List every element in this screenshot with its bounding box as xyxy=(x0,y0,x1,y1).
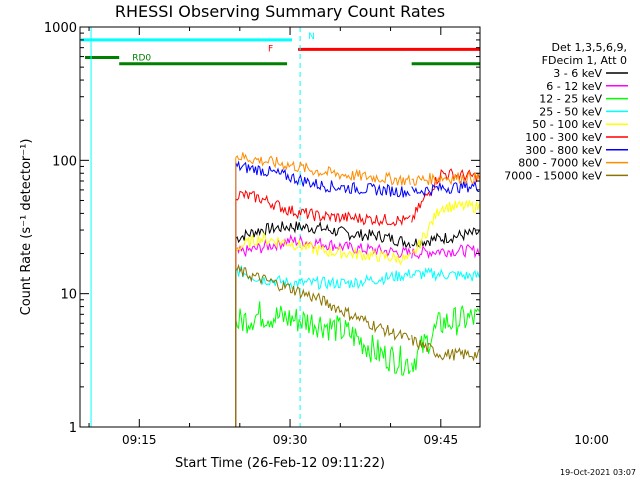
series-layer xyxy=(235,152,480,427)
series-line-1 xyxy=(235,233,411,259)
x-tick-label: 09:45 xyxy=(424,433,459,447)
legend-entry-label: 800 - 7000 keV xyxy=(518,157,602,170)
series-line-6 xyxy=(411,180,480,197)
series-line-4 xyxy=(411,199,480,256)
series-line-3 xyxy=(411,267,480,282)
series-line-2 xyxy=(235,301,411,376)
series-line-3 xyxy=(235,264,411,290)
y-tick-label: 1000 xyxy=(44,21,77,36)
series-line-5 xyxy=(235,189,411,227)
y-axis-label: Count Rate (s⁻¹ detector⁻¹) xyxy=(19,139,34,316)
legend: Det 1,3,5,6,9,FDecim 1, Att 03 - 6 keV6 … xyxy=(504,41,628,182)
series-line-5 xyxy=(411,168,480,223)
legend-entry-label: 12 - 25 keV xyxy=(539,93,602,106)
series-line-1 xyxy=(411,243,480,260)
series-line-7 xyxy=(235,152,411,186)
x-tick-label: 10:00 xyxy=(574,433,609,447)
flag-label: N xyxy=(308,32,315,42)
y-tick-label: 1 xyxy=(69,421,77,436)
legend-entry-label: 7000 - 15000 keV xyxy=(504,169,602,182)
series-line-8 xyxy=(411,335,480,362)
x-tick-label: 09:30 xyxy=(273,433,308,447)
y-tick-label: 100 xyxy=(52,154,77,169)
series-line-4 xyxy=(235,232,411,266)
plot-area: N F RD0 xyxy=(81,27,480,427)
y-tick-label: 10 xyxy=(60,288,77,303)
flag-label: F xyxy=(268,45,273,55)
series-line-2 xyxy=(411,305,480,373)
legend-entry-label: 25 - 50 keV xyxy=(539,105,602,118)
legend-entry-label: 50 - 100 keV xyxy=(532,118,602,131)
series-line-6 xyxy=(235,160,411,198)
legend-entry-label: 3 - 6 keV xyxy=(553,67,602,80)
chart-title: RHESSI Observing Summary Count Rates xyxy=(115,2,445,21)
legend-entry-label: 300 - 800 keV xyxy=(525,144,602,157)
series-line-7 xyxy=(411,170,480,186)
legend-header-line: Det 1,3,5,6,9, xyxy=(551,41,627,54)
x-axis-label: Start Time (26-Feb-12 09:11:22) xyxy=(175,456,385,471)
y-axis-ticks: 1 10 100 1000 xyxy=(44,21,480,436)
series-line-8 xyxy=(235,263,411,341)
x-tick-label: 09:15 xyxy=(122,433,157,447)
legend-header-line: FDecim 1, Att 0 xyxy=(542,54,627,67)
legend-entry-label: 100 - 300 keV xyxy=(525,131,602,144)
plot-frame xyxy=(79,26,481,428)
generation-timestamp: 19-Oct-2021 03:07 xyxy=(560,468,636,477)
flag-labels: N F RD0 xyxy=(132,32,315,64)
flag-label: RD0 xyxy=(132,54,151,64)
legend-entry-label: 6 - 12 keV xyxy=(546,80,602,93)
